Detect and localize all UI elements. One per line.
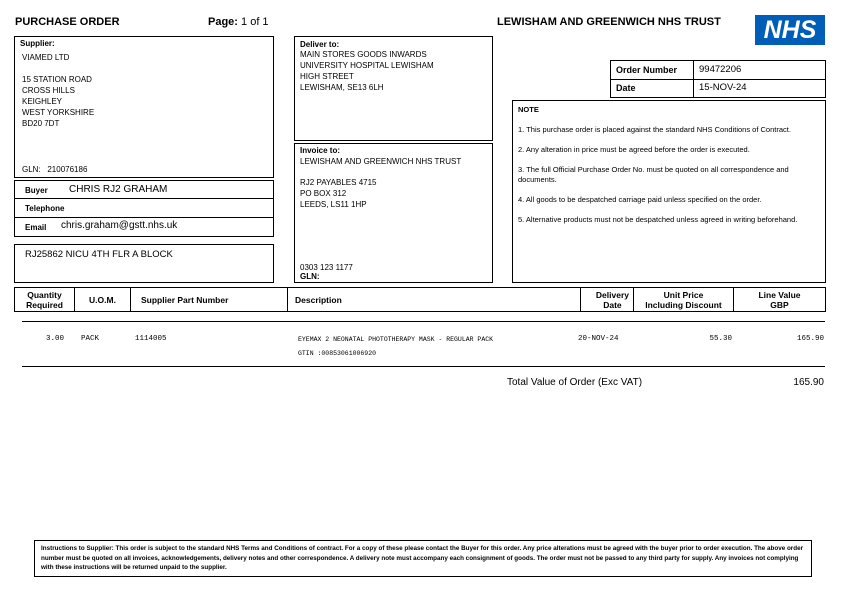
header-description: Description [288,288,581,311]
nhs-logo: NHS [755,15,825,45]
invoice-line: PO BOX 312 [300,189,347,198]
supplier-box: Supplier: VIAMED LTD 15 STATION ROAD CRO… [14,36,274,178]
order-info-table: Order Number 99472206 Date 15-NOV-24 [610,60,826,98]
cell-line-value: 165.90 [796,335,824,343]
cell-quantity: 3.00 [45,335,64,343]
cell-description: EYEMAX 2 NEONATAL PHOTOTHERAPY MASK - RE… [298,336,494,343]
header-delivery-date: Delivery Date [581,288,634,311]
deliver-line: HIGH STREET [300,72,354,81]
note-item: 1. This purchase order is placed against… [518,125,791,134]
telephone-label: Telephone [25,204,65,213]
email-label: Email [25,223,47,232]
header-quantity: Quantity Required [15,288,75,311]
invoice-line: RJ2 PAYABLES 4715 [300,178,377,187]
address-line: CROSS HILLS [22,86,75,95]
invoice-gln-label: GLN: [300,272,320,281]
header-part-number: Supplier Part Number [131,288,288,311]
total-value: 165.90 [793,377,824,388]
invoice-phone: 0303 123 1177 [300,263,353,272]
note-item: 2. Any alteration in price must be agree… [518,145,750,154]
supplier-instructions: Instructions to Supplier: This order is … [34,540,812,577]
address-line: WEST YORKSHIRE [22,108,95,117]
header-unit-price: Unit Price Including Discount [634,288,734,311]
invoice-line: LEEDS, LS11 1HP [300,200,367,209]
buyer-email[interactable]: chris.graham@gstt.nhs.uk [61,220,178,231]
note-item: 3. The full Official Purchase Order No. … [518,165,789,184]
header-uom: U.O.M. [75,288,131,311]
document-title: PURCHASE ORDER [15,16,120,28]
cell-gtin: GTIN :00853061006920 [298,350,377,357]
order-number-label: Order Number [616,65,678,75]
gln-value: 210076186 [47,165,88,174]
note-item: 5. Alternative products must not be desp… [518,215,798,224]
supplier-name: VIAMED LTD [22,53,70,62]
buyer-name: CHRIS RJ2 GRAHAM [69,184,168,195]
invoice-name: LEWISHAM AND GREENWICH NHS TRUST [300,157,462,166]
cell-unit-price: 55.30 [709,335,732,343]
items-table-header: Quantity Required U.O.M. Supplier Part N… [14,287,826,312]
deliver-line: LEWISHAM, SE13 6LH [300,83,384,92]
order-reference: RJ25862 NICU 4TH FLR A BLOCK [25,249,173,260]
trust-name: LEWISHAM AND GREENWICH NHS TRUST [497,16,721,28]
header-line-value: Line Value GBP [758,289,801,310]
page-label: Page: [208,16,238,28]
note-item: 4. All goods to be despatched carriage p… [518,195,762,204]
page-value: 1 of 1 [241,16,269,28]
buyer-box: Buyer CHRIS RJ2 GRAHAM Telephone Email c… [14,180,274,237]
cell-part-number: 1114005 [135,335,167,343]
address-line: BD20 7DT [22,119,60,128]
divider [22,321,825,322]
page-indicator: Page: 1 of 1 [208,16,269,28]
deliver-line: MAIN STORES GOODS INWARDS [300,50,427,59]
order-number: 99472206 [699,64,742,75]
cell-uom: PACK [81,335,100,343]
order-date: 15-NOV-24 [699,82,747,93]
invoice-to-box: Invoice to: LEWISHAM AND GREENWICH NHS T… [294,143,493,283]
cell-delivery-date: 20-NOV-24 [578,335,619,343]
invoice-label: Invoice to: [300,146,341,155]
deliver-label: Deliver to: [300,40,340,49]
address-line: KEIGHLEY [22,97,63,106]
reference-box: RJ25862 NICU 4TH FLR A BLOCK [14,244,274,283]
deliver-to-box: Deliver to: MAIN STORES GOODS INWARDS UN… [294,36,493,141]
supplier-gln: GLN: 210076186 [22,164,87,175]
divider [22,366,825,367]
deliver-line: UNIVERSITY HOSPITAL LEWISHAM [300,61,434,70]
supplier-address: 15 STATION ROAD CROSS HILLS KEIGHLEY WES… [22,74,94,129]
buyer-label: Buyer [25,186,48,195]
address-line: 15 STATION ROAD [22,75,92,84]
total-label: Total Value of Order (Exc VAT) [507,377,643,388]
order-date-label: Date [616,83,636,93]
gln-label: GLN: [22,165,41,174]
notes-box: NOTE 1. This purchase order is placed ag… [512,100,826,283]
note-title: NOTE [518,105,539,114]
supplier-label: Supplier: [20,39,55,48]
